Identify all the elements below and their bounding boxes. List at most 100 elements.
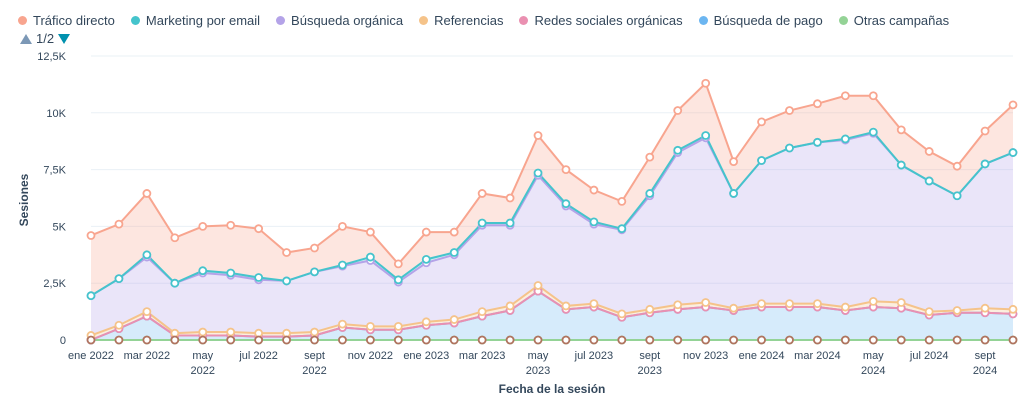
data-point[interactable] [757, 156, 766, 165]
data-point[interactable] [617, 309, 627, 319]
data-point[interactable] [505, 218, 515, 228]
data-point[interactable] [561, 165, 571, 175]
data-point[interactable] [393, 321, 403, 331]
data-point[interactable] [952, 161, 962, 171]
data-point[interactable] [952, 191, 962, 201]
legend-item[interactable]: Otras campañas [838, 13, 949, 28]
data-point[interactable] [393, 259, 403, 269]
data-point[interactable] [86, 291, 96, 301]
data-point[interactable] [589, 185, 599, 195]
data-point[interactable] [365, 321, 375, 331]
data-point[interactable] [673, 106, 683, 115]
data-point[interactable] [114, 219, 124, 229]
data-point[interactable] [757, 299, 766, 309]
data-point[interactable] [142, 189, 152, 198]
data-point[interactable] [785, 143, 794, 153]
data-point[interactable] [477, 307, 487, 317]
data-point[interactable] [840, 91, 850, 101]
data-point[interactable] [198, 221, 208, 231]
data-point[interactable] [533, 281, 543, 290]
data-point[interactable] [561, 199, 571, 209]
data-point[interactable] [589, 217, 599, 227]
legend-item[interactable]: Búsqueda de pago [698, 13, 823, 28]
data-point[interactable] [1008, 100, 1018, 110]
data-point[interactable] [868, 91, 878, 101]
data-point[interactable] [896, 125, 906, 135]
legend-item[interactable]: Tráfico directo [18, 13, 115, 28]
data-point[interactable] [868, 296, 878, 306]
data-point[interactable] [421, 227, 431, 237]
data-point[interactable] [896, 160, 906, 170]
data-point[interactable] [645, 152, 655, 162]
data-point[interactable] [254, 224, 264, 234]
data-point[interactable] [673, 300, 683, 310]
data-point[interactable] [924, 307, 934, 317]
data-point[interactable] [338, 319, 347, 329]
data-point[interactable] [282, 248, 291, 257]
data-point[interactable] [840, 302, 850, 312]
data-point[interactable] [421, 254, 431, 264]
data-point[interactable] [282, 276, 291, 286]
data-point[interactable] [310, 243, 319, 253]
data-point[interactable] [924, 176, 934, 186]
data-point[interactable] [142, 307, 152, 317]
data-point[interactable] [449, 227, 459, 237]
data-point[interactable] [729, 157, 739, 167]
data-point[interactable] [813, 299, 822, 309]
data-point[interactable] [896, 298, 906, 307]
data-point[interactable] [505, 193, 515, 203]
data-point[interactable] [338, 260, 347, 270]
data-point[interactable] [533, 168, 543, 178]
data-point[interactable] [952, 306, 962, 315]
data-point[interactable] [868, 127, 878, 137]
data-point[interactable] [226, 220, 236, 230]
data-point[interactable] [226, 327, 236, 337]
data-point[interactable] [645, 304, 655, 314]
data-point[interactable] [701, 131, 711, 140]
data-point[interactable] [365, 227, 375, 237]
data-point[interactable] [980, 303, 990, 313]
data-point[interactable] [142, 250, 152, 260]
legend-item[interactable]: Redes sociales orgánicas [519, 13, 683, 28]
data-point[interactable] [449, 315, 459, 324]
data-point[interactable] [980, 126, 990, 136]
data-point[interactable] [338, 221, 347, 231]
data-point[interactable] [980, 159, 990, 169]
data-point[interactable] [226, 268, 236, 278]
data-point[interactable] [421, 317, 431, 327]
data-point[interactable] [1008, 148, 1018, 157]
data-point[interactable] [310, 267, 319, 277]
data-point[interactable] [924, 147, 934, 156]
data-point[interactable] [533, 131, 543, 140]
data-point[interactable] [757, 117, 766, 127]
data-point[interactable] [1008, 304, 1018, 314]
legend-item[interactable]: Referencias [419, 13, 503, 28]
data-point[interactable] [114, 320, 124, 330]
data-point[interactable] [701, 298, 711, 307]
data-point[interactable] [198, 327, 208, 337]
data-point[interactable] [701, 78, 711, 88]
data-point[interactable] [729, 189, 739, 198]
legend-item[interactable]: Búsqueda orgánica [276, 13, 403, 28]
data-point[interactable] [645, 189, 655, 198]
data-point[interactable] [589, 299, 599, 309]
data-point[interactable] [673, 145, 683, 155]
data-point[interactable] [477, 189, 487, 198]
data-point[interactable] [114, 274, 124, 284]
legend-prev-arrow-icon[interactable] [20, 33, 32, 44]
data-point[interactable] [170, 278, 180, 288]
data-point[interactable] [477, 218, 487, 228]
data-point[interactable] [254, 273, 264, 282]
data-point[interactable] [785, 106, 794, 115]
data-point[interactable] [617, 197, 627, 206]
legend-next-arrow-icon[interactable] [58, 33, 71, 44]
data-point[interactable] [449, 248, 459, 257]
data-point[interactable] [365, 252, 375, 262]
data-point[interactable] [729, 303, 739, 313]
legend-item[interactable]: Marketing por email [130, 13, 260, 28]
data-point[interactable] [813, 99, 822, 109]
data-point[interactable] [561, 301, 571, 311]
data-point[interactable] [310, 327, 319, 337]
data-point[interactable] [840, 134, 850, 144]
data-point[interactable] [393, 275, 403, 285]
